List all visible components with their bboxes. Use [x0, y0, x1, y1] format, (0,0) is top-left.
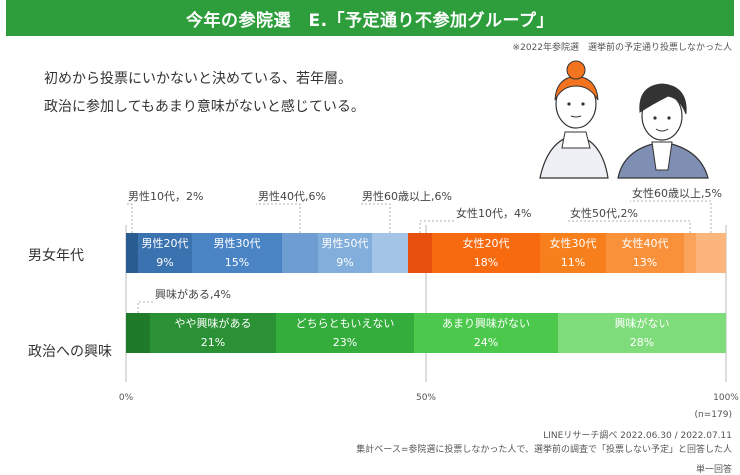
segment-name-label: 女性30代 — [550, 236, 597, 250]
x-tick-label: 100% — [713, 393, 739, 403]
bar-segment — [696, 233, 726, 273]
leader-line — [126, 203, 133, 233]
segment-name-label: どちらともいえない — [296, 317, 395, 330]
bar-segment — [138, 233, 192, 273]
sample-size: (n=179) — [694, 410, 732, 420]
row-label-gender-age: 男女年代 — [28, 248, 84, 264]
data-label: 15% — [225, 256, 249, 269]
x-tick-label: 50% — [416, 393, 436, 403]
callout-label: 男性60歳以上,6% — [362, 189, 452, 203]
leader-line — [630, 200, 712, 233]
description-line-1: 初めから投票にいかないと決めている、若年層。 — [44, 71, 352, 87]
leader-line — [568, 220, 691, 233]
segment-name-label: 女性20代 — [463, 236, 510, 250]
data-label: 23% — [333, 336, 357, 349]
bar-segment — [282, 233, 318, 273]
data-label: 9% — [156, 256, 173, 269]
data-label: 11% — [561, 256, 585, 269]
bar-segment — [276, 313, 414, 353]
bar-segment — [432, 233, 540, 273]
bar-segment — [558, 313, 726, 353]
leader-line — [360, 203, 391, 233]
x-tick-label: 0% — [119, 393, 134, 403]
segment-name-label: やや興味がある — [175, 316, 252, 330]
row-label-political-interest: 政治への興味 — [28, 344, 112, 360]
bar-segment — [126, 313, 150, 353]
callout-label: 女性10代，4% — [456, 206, 531, 220]
callout-label: 男性40代,6% — [258, 189, 326, 203]
woman-illustration — [539, 60, 609, 179]
segment-name-label: 男性30代 — [214, 236, 261, 250]
subject-note: ※2022年参院選 選挙前の予定通り投票しなかった人 — [512, 43, 732, 53]
leader-line — [419, 220, 454, 233]
callout-label: 女性60歳以上,5% — [632, 186, 722, 200]
description-line-2: 政治に参加してもあまり意味がないと感じている。 — [44, 99, 365, 115]
source-note: LINEリサーチ調べ 2022.06.30 / 2022.07.11 — [543, 431, 732, 441]
callout-label: 興味がある,4% — [155, 287, 231, 301]
data-label: 18% — [474, 256, 498, 269]
bar-segment — [126, 233, 138, 273]
segment-name-label: 女性40代 — [622, 236, 669, 250]
leader-line — [137, 301, 153, 313]
callout-label: 男性10代，2% — [128, 189, 203, 203]
page-title: 今年の参院選 E.「予定通り不参加グループ」 — [6, 0, 734, 36]
segment-name-label: 興味がない — [615, 316, 670, 330]
bar-segment — [192, 233, 282, 273]
leader-line — [256, 203, 301, 233]
man-illustration — [617, 83, 709, 179]
data-label: 24% — [474, 336, 498, 349]
segment-name-label: 男性20代 — [142, 236, 189, 250]
segment-name-label: 男性50代 — [322, 236, 369, 250]
bar-segment — [408, 233, 432, 273]
bar-segment — [684, 233, 696, 273]
data-label: 28% — [630, 336, 654, 349]
base-note: 集計ベース=参院選に投票しなかった人で、選挙前の調査で「投票しない予定」と回答し… — [356, 445, 732, 455]
bar-segment — [372, 233, 408, 273]
data-label: 13% — [633, 256, 657, 269]
bar-segment — [414, 313, 558, 353]
bar-segment — [540, 233, 606, 273]
bar-segment — [150, 313, 276, 353]
data-label: 21% — [201, 336, 225, 349]
callout-label: 女性50代,2% — [570, 206, 638, 220]
bar-segment — [606, 233, 684, 273]
answer-type-note: 単一回答 — [695, 465, 732, 475]
data-label: 9% — [336, 256, 353, 269]
segment-name-label: あまり興味がない — [442, 316, 530, 330]
bar-segment — [318, 233, 372, 273]
